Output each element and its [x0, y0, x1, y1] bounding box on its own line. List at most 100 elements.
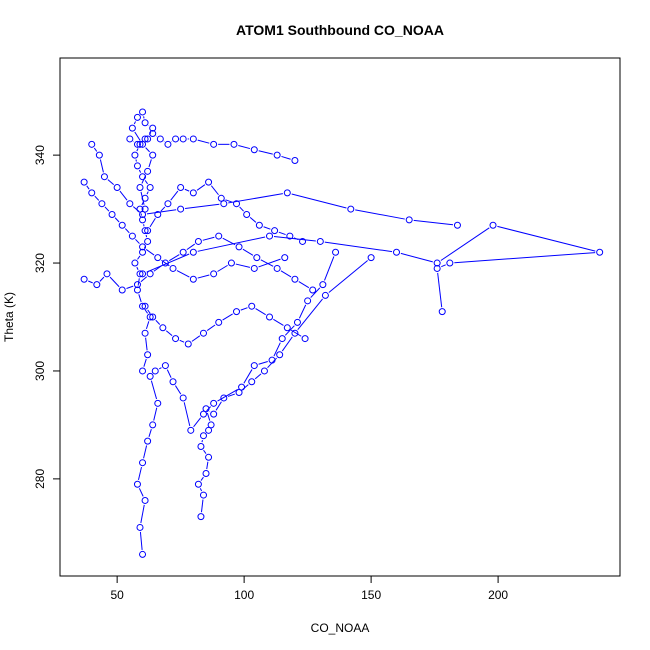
series-segment: [249, 217, 257, 223]
series-profile-3: [128, 108, 157, 375]
data-point: [250, 264, 258, 272]
data-point: [139, 367, 147, 375]
series-segment: [153, 407, 158, 421]
data-point: [321, 291, 329, 299]
series-segment: [107, 179, 115, 185]
data-point: [286, 232, 294, 240]
y-axis: 280 300 320 340: [33, 145, 61, 489]
data-point: [144, 135, 152, 143]
data-point: [141, 302, 149, 310]
data-point: [139, 459, 147, 467]
series-segment: [260, 259, 274, 267]
data-point: [149, 124, 157, 132]
series-segment: [258, 150, 273, 155]
series-segment: [88, 280, 93, 284]
data-point: [393, 248, 401, 256]
data-point: [154, 254, 162, 262]
data-point: [446, 259, 454, 267]
data-point: [189, 275, 197, 283]
data-point: [136, 270, 144, 278]
data-point: [194, 237, 202, 245]
series-segment: [134, 131, 141, 141]
series-segment: [158, 367, 162, 370]
data-point: [596, 248, 604, 256]
data-point: [210, 140, 218, 148]
data-point: [139, 270, 147, 278]
series-segment: [310, 287, 321, 298]
data-point: [139, 210, 147, 218]
data-point: [136, 523, 144, 531]
series-segment: [193, 417, 202, 428]
series-segment: [132, 206, 140, 212]
data-point: [347, 205, 355, 213]
series-segment: [291, 193, 347, 209]
data-point: [453, 221, 461, 229]
data-point: [139, 243, 147, 251]
data-point: [151, 367, 159, 375]
series-segment: [140, 504, 145, 524]
data-point: [202, 469, 210, 477]
series-segment: [135, 238, 140, 244]
data-point: [230, 140, 238, 148]
data-point: [266, 232, 274, 240]
data-point: [133, 140, 141, 148]
x-tick-label: 50: [110, 588, 124, 602]
series-segment: [170, 190, 179, 201]
data-point: [199, 432, 207, 440]
data-point: [136, 184, 144, 191]
data-point: [301, 335, 309, 343]
series-segment: [136, 266, 139, 270]
data-point: [220, 394, 228, 402]
series-segment: [94, 195, 100, 201]
series-segment: [197, 139, 210, 144]
data-point: [215, 232, 223, 240]
series-segment: [202, 236, 215, 241]
series-segment: [155, 319, 161, 325]
data-point: [164, 200, 172, 208]
data-point: [293, 318, 301, 326]
y-tick-label: 320: [33, 253, 47, 273]
data-point: [271, 227, 279, 235]
data-point: [146, 184, 154, 191]
data-point: [141, 227, 149, 235]
series-segment: [441, 264, 446, 268]
series-scatter-8: [141, 302, 309, 348]
series-segment: [225, 199, 233, 203]
data-point: [266, 313, 274, 321]
data-point: [146, 313, 154, 321]
data-point: [215, 318, 223, 326]
series-segment: [284, 325, 295, 336]
data-point: [133, 162, 141, 170]
series-segment: [141, 202, 144, 206]
series-segment: [206, 461, 209, 470]
data-point: [316, 237, 324, 245]
y-tick-label: 280: [33, 469, 47, 489]
data-point: [179, 248, 187, 256]
data-point: [118, 286, 126, 294]
series-segment: [203, 449, 207, 454]
series-layer: [80, 108, 604, 558]
series-segment: [145, 337, 148, 351]
data-point: [133, 281, 141, 289]
data-point: [144, 351, 152, 359]
data-point: [154, 399, 162, 407]
data-point: [299, 237, 307, 245]
series-segment: [227, 393, 235, 397]
data-point: [161, 362, 169, 370]
y-tick-label: 300: [33, 361, 47, 381]
data-point: [217, 194, 225, 202]
series-segment: [99, 276, 105, 282]
data-point: [128, 124, 136, 132]
series-outbound-5: [88, 140, 461, 229]
series-segment: [168, 254, 180, 262]
data-point: [235, 389, 243, 397]
data-point: [113, 184, 121, 191]
data-point: [139, 216, 147, 224]
series-segment: [174, 385, 182, 395]
data-point: [207, 421, 215, 429]
data-point: [139, 248, 147, 256]
series-segment: [281, 336, 293, 352]
series-segment: [143, 358, 147, 367]
data-point: [276, 351, 284, 359]
series-segment: [99, 159, 104, 173]
